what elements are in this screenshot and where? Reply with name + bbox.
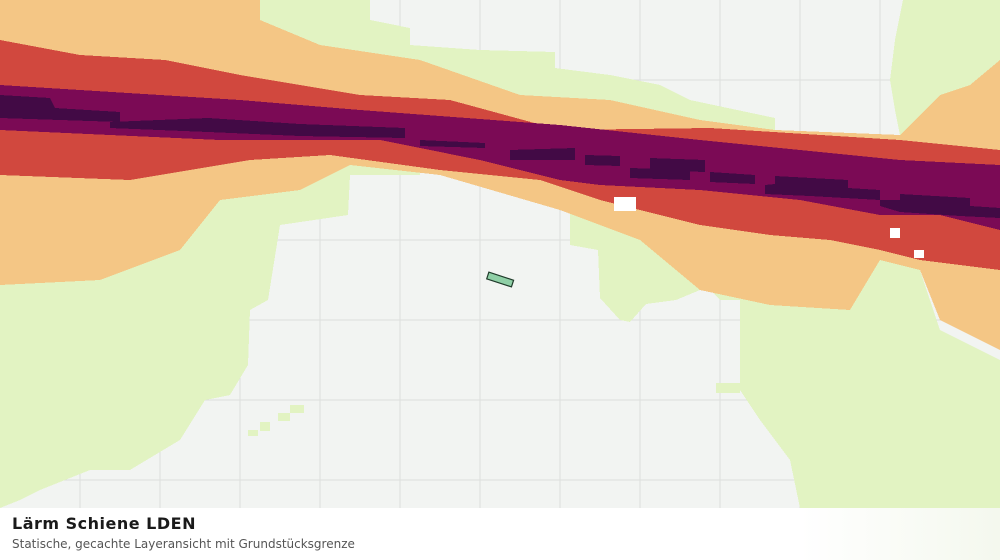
- noise-zones: [0, 0, 1000, 508]
- zone-low: [890, 0, 1000, 140]
- zone-extreme: [0, 95, 120, 122]
- zone-extreme: [710, 172, 755, 184]
- zone-extreme: [765, 176, 880, 200]
- zone-low: [248, 430, 258, 436]
- zone-extreme: [510, 148, 575, 160]
- parcel-boundary: [485, 271, 515, 288]
- zone-extreme: [650, 158, 705, 172]
- zone-extreme: [630, 168, 690, 180]
- zone-low: [0, 165, 420, 508]
- zone-extreme: [110, 118, 405, 138]
- caption-bar: Lärm Schiene LDEN Statische, gecachte La…: [0, 508, 1000, 560]
- gap: [890, 228, 900, 238]
- zone-low: [500, 180, 1000, 508]
- zone-low: [278, 413, 290, 421]
- gap: [614, 197, 636, 211]
- zone-low: [290, 405, 304, 413]
- layer-subtitle: Statische, gecachte Layeransicht mit Gru…: [12, 537, 355, 551]
- zone-low: [716, 383, 740, 393]
- zone-extreme: [585, 155, 620, 166]
- gap: [914, 250, 924, 258]
- zone-low: [260, 0, 775, 130]
- map: [0, 0, 1000, 508]
- zone-extreme: [420, 140, 485, 148]
- zone-low: [260, 422, 270, 431]
- layer-title: Lärm Schiene LDEN: [12, 514, 196, 533]
- parcel: [485, 271, 515, 288]
- zone-extreme: [880, 194, 1000, 218]
